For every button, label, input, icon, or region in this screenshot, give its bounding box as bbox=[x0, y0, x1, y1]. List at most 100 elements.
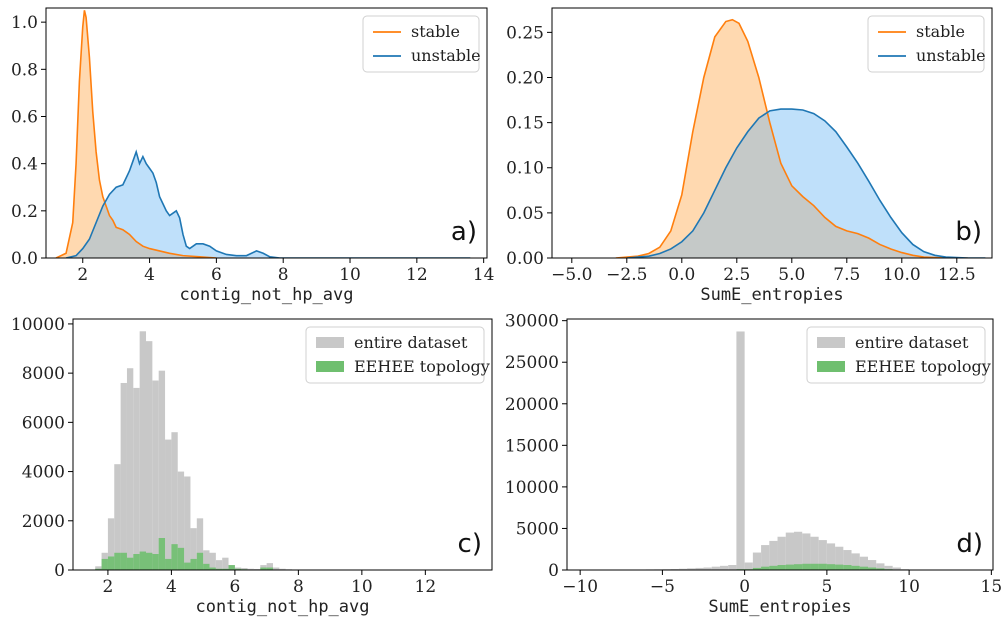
eehee-topology-bar bbox=[126, 557, 134, 570]
y-tick-label: 4000 bbox=[22, 463, 65, 483]
entire-dataset-bar bbox=[247, 568, 254, 570]
eehee-topology-bar bbox=[802, 563, 811, 570]
entire-dataset-bar bbox=[95, 566, 102, 570]
eehee-topology-bar bbox=[120, 552, 127, 570]
eehee-topology-bar bbox=[158, 538, 166, 570]
stable-density-line bbox=[615, 18, 968, 258]
eehee-topology-bar bbox=[177, 547, 185, 570]
entire-dataset-bar bbox=[107, 518, 115, 570]
legend-entry-label: entire dataset bbox=[354, 333, 468, 352]
x-axis-label: contig_not_hp_avg bbox=[180, 285, 354, 305]
entire-dataset-bar bbox=[120, 382, 127, 570]
eehee-topology-bar bbox=[785, 564, 794, 570]
x-tick-label: 12 bbox=[415, 577, 437, 597]
legend-box bbox=[806, 326, 986, 384]
eehee-topology-bar bbox=[843, 565, 852, 570]
y-tick-label: 0.2 bbox=[11, 202, 38, 222]
eehee-topology-bar bbox=[234, 568, 242, 570]
eehee-topology-bar bbox=[769, 565, 778, 570]
x-tick-label: 6 bbox=[211, 265, 222, 285]
eehee-topology-bar bbox=[133, 554, 140, 570]
axes-frame bbox=[566, 318, 994, 571]
entire-dataset-bar bbox=[146, 341, 153, 570]
x-tick-label: 12 bbox=[406, 265, 428, 285]
y-tick-label: 2000 bbox=[22, 512, 65, 532]
unstable-density-line bbox=[65, 149, 471, 258]
entire-dataset-bar bbox=[272, 567, 280, 570]
entire-dataset-bar bbox=[114, 464, 121, 570]
entire-dataset-bar bbox=[152, 380, 159, 570]
unstable-density-line bbox=[626, 108, 986, 258]
eehee-topology-bar bbox=[876, 568, 885, 570]
entire-dataset-bar bbox=[818, 540, 827, 570]
x-tick-label: 15 bbox=[981, 577, 1003, 597]
x-tick-label: −10 bbox=[562, 577, 598, 597]
plot-area-b bbox=[615, 18, 986, 258]
eehee-topology-bar bbox=[184, 562, 191, 570]
eehee-topology-bar bbox=[152, 554, 159, 570]
entire-dataset-bar bbox=[810, 536, 819, 570]
x-tick-label: 14 bbox=[473, 265, 495, 285]
x-tick-label: 0 bbox=[739, 577, 750, 597]
entire-dataset-bar bbox=[736, 331, 745, 570]
legend-b: stable unstable bbox=[867, 15, 986, 73]
entire-dataset-bar bbox=[752, 552, 762, 570]
entire-dataset-bar bbox=[695, 567, 704, 570]
legend-entry-label: unstable bbox=[411, 46, 481, 65]
x-axis-label: SumE_entropies bbox=[700, 285, 843, 305]
y-tick-label: 0.20 bbox=[506, 68, 544, 88]
y-tick-label: 0.05 bbox=[506, 204, 544, 224]
plot-area-c bbox=[95, 331, 293, 570]
x-tick-label: 0.0 bbox=[668, 265, 695, 285]
y-tick-label: 10000 bbox=[11, 315, 65, 335]
eehee-topology-bar bbox=[165, 558, 172, 570]
entire-dataset-bar bbox=[769, 540, 778, 570]
eehee-topology-bar bbox=[777, 565, 786, 570]
eehee-topology-bar bbox=[851, 565, 860, 570]
y-tick-label: 0.10 bbox=[506, 159, 544, 179]
entire-dataset-bar bbox=[868, 560, 877, 570]
entire-dataset-bar bbox=[835, 546, 844, 570]
entire-dataset-bar bbox=[678, 568, 688, 570]
y-tick-label: 0 bbox=[54, 561, 65, 581]
y-tick-label: 0.25 bbox=[506, 23, 544, 43]
x-tick-label: 6 bbox=[229, 577, 240, 597]
x-tick-label: 5 bbox=[821, 577, 832, 597]
legend-entry-label: unstable bbox=[916, 46, 986, 65]
entire-dataset-bar bbox=[728, 565, 737, 570]
y-tick-label: 0.6 bbox=[11, 107, 38, 127]
x-tick-label: 2 bbox=[77, 265, 88, 285]
x-tick-label: 10 bbox=[898, 577, 920, 597]
y-tick-label: 5000 bbox=[516, 519, 559, 539]
panel-label: b) bbox=[955, 217, 982, 247]
panel-label: c) bbox=[458, 529, 482, 559]
legend-entry-label: stable bbox=[411, 22, 460, 41]
x-tick-label: 10 bbox=[339, 265, 361, 285]
x-tick-label: 2.5 bbox=[723, 265, 750, 285]
eehee-topology-bar bbox=[146, 552, 153, 570]
legend-swatch-entire-dataset bbox=[817, 337, 845, 348]
eehee-topology-bar bbox=[114, 552, 121, 570]
legend-entry-label: entire dataset bbox=[855, 333, 969, 352]
eehee-topology-bar bbox=[196, 552, 204, 570]
entire-dataset-bar bbox=[177, 471, 185, 570]
entire-dataset-bar bbox=[785, 532, 794, 570]
y-tick-label: 0.00 bbox=[506, 249, 544, 269]
eehee-topology-bar bbox=[228, 565, 235, 570]
panel-b: −5.0 −2.5 0.0 2.5 5.0 7.5 10.0 12.5 0.00 0.05 0.10… bbox=[506, 7, 993, 305]
entire-dataset-bar bbox=[687, 568, 696, 570]
eehee-topology-bar bbox=[818, 563, 827, 570]
y-tick-label: 6000 bbox=[22, 413, 65, 433]
x-tick-label: 8 bbox=[293, 577, 304, 597]
legend-d: entire dataset EEHEE topology bbox=[806, 326, 991, 384]
entire-dataset-bar bbox=[196, 518, 204, 570]
entire-dataset-bar bbox=[851, 553, 860, 570]
entire-dataset-bar bbox=[139, 331, 147, 570]
y-tick-label: 0 bbox=[548, 561, 559, 581]
eehee-topology-bar bbox=[101, 558, 108, 570]
eehee-topology-bar bbox=[190, 558, 197, 570]
y-tick-label: 25000 bbox=[505, 353, 559, 373]
entire-dataset-bar bbox=[266, 563, 273, 570]
eehee-topology-bar bbox=[859, 566, 868, 570]
y-tick-label: 10000 bbox=[505, 478, 559, 498]
